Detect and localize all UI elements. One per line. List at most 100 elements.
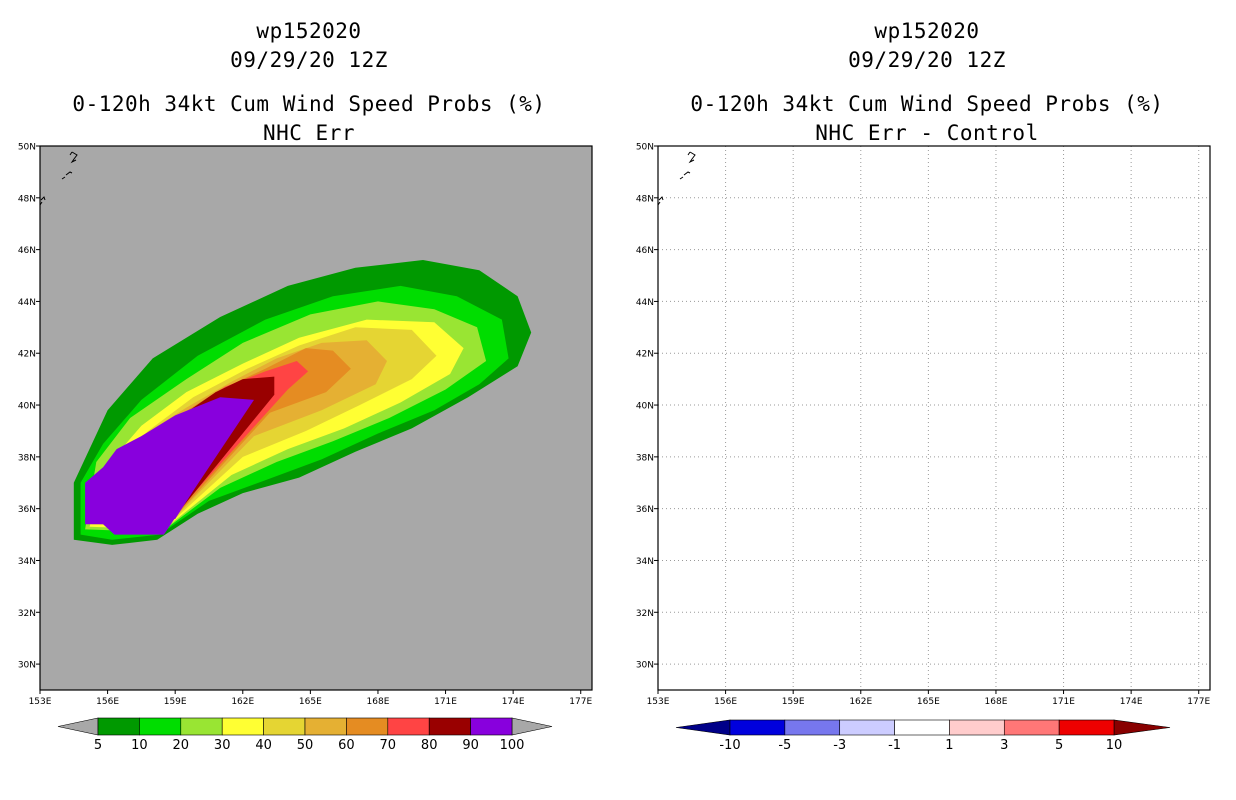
colorbar-label: 80 bbox=[421, 738, 438, 753]
chart-title: 0-120h 34kt Cum Wind Speed Probs (%) bbox=[72, 92, 546, 116]
chart-title: 0-120h 34kt Cum Wind Speed Probs (%) bbox=[690, 92, 1164, 116]
x-tick-label: 168E bbox=[985, 697, 1008, 707]
colorbar-label: -1 bbox=[888, 738, 901, 753]
colorbar-label: -3 bbox=[833, 738, 846, 753]
x-tick-label: 165E bbox=[299, 697, 322, 707]
storm-id: wp152020 bbox=[256, 19, 362, 43]
x-tick-label: 153E bbox=[647, 697, 670, 707]
y-tick-label: 36N bbox=[636, 505, 654, 515]
x-tick-label: 177E bbox=[569, 697, 592, 707]
colorbar-swatch bbox=[221, 717, 264, 736]
colorbar-label: 100 bbox=[500, 738, 525, 753]
colorbar-swatch bbox=[428, 717, 471, 736]
colorbar-swatch bbox=[346, 717, 389, 736]
colorbar-swatch bbox=[729, 719, 786, 736]
x-tick-label: 159E bbox=[782, 697, 805, 707]
colorbar-swatch bbox=[304, 717, 347, 736]
datetime: 09/29/20 12Z bbox=[848, 48, 1006, 72]
y-tick-label: 44N bbox=[636, 298, 654, 308]
y-tick-label: 38N bbox=[18, 453, 36, 463]
x-tick-label: 171E bbox=[1052, 697, 1075, 707]
chart-subtitle: NHC Err bbox=[262, 121, 355, 145]
colorbar-swatch bbox=[470, 717, 513, 736]
colorbar-label: 50 bbox=[297, 738, 314, 753]
colorbar-label: 3 bbox=[1000, 738, 1008, 753]
storm-id: wp152020 bbox=[874, 19, 980, 43]
y-tick-label: 36N bbox=[18, 505, 36, 515]
colorbar-swatch bbox=[1058, 719, 1115, 736]
colorbar-extend-high bbox=[511, 717, 553, 736]
colorbar-extend-high bbox=[1113, 719, 1171, 736]
coastline bbox=[40, 151, 78, 206]
y-tick-label: 32N bbox=[636, 609, 654, 619]
colorbar-label: 90 bbox=[462, 738, 479, 753]
colorbar-label: 30 bbox=[214, 738, 231, 753]
colorbar-label: 70 bbox=[380, 738, 397, 753]
colorbar-extend-low bbox=[57, 717, 99, 736]
x-tick-label: 162E bbox=[231, 697, 254, 707]
colorbar: -10 -5 -3 -1 1 3 5 10 bbox=[675, 719, 1171, 753]
colorbar-label: 60 bbox=[338, 738, 355, 753]
x-tick-label: 171E bbox=[434, 697, 457, 707]
x-tick-label: 156E bbox=[714, 697, 737, 707]
x-tick-label: 165E bbox=[917, 697, 940, 707]
x-tick-label: 174E bbox=[502, 697, 525, 707]
colorbar-label: 5 bbox=[94, 738, 102, 753]
map-chart-right: 153E 156E 159E 162E 165E 168E 171E 174E 177E 30N 3… bbox=[636, 143, 1211, 753]
y-tick-label: 40N bbox=[18, 402, 36, 412]
colorbar-extend-low bbox=[675, 719, 731, 736]
colorbar-label: -10 bbox=[719, 738, 740, 753]
colorbar-label: 20 bbox=[173, 738, 190, 753]
colorbar-swatch bbox=[139, 717, 182, 736]
x-tick-label: 177E bbox=[1187, 697, 1210, 707]
colorbar-label: 40 bbox=[255, 738, 272, 753]
colorbar-swatch bbox=[97, 717, 140, 736]
colorbar-swatch bbox=[839, 719, 895, 736]
colorbar-label: 5 bbox=[1055, 738, 1063, 753]
colorbar-swatch bbox=[784, 719, 841, 736]
y-tick-label: 30N bbox=[18, 661, 36, 671]
y-tick-label: 42N bbox=[18, 350, 36, 360]
map-chart-left: 153E 156E 159E 162E 165E 168E 171E 174E 177E 30N 3… bbox=[18, 143, 593, 753]
y-tick-label: 34N bbox=[636, 557, 654, 567]
y-tick-label: 50N bbox=[18, 143, 36, 153]
panel-nhc-err-control: wp152020 09/29/20 12Z 0-120h 34kt Cum Wi… bbox=[618, 0, 1236, 800]
y-tick-label: 46N bbox=[18, 246, 36, 256]
colorbar-swatch bbox=[263, 717, 306, 736]
colorbar-label: 10 bbox=[1106, 738, 1123, 753]
y-tick-label: 48N bbox=[636, 194, 654, 204]
x-tick-label: 168E bbox=[367, 697, 390, 707]
map-background bbox=[658, 146, 1210, 690]
x-tick-label: 153E bbox=[29, 697, 52, 707]
y-tick-label: 34N bbox=[18, 557, 36, 567]
y-tick-label: 42N bbox=[636, 350, 654, 360]
y-tick-label: 32N bbox=[18, 609, 36, 619]
colorbar-swatch bbox=[949, 719, 1005, 736]
colorbar-swatch bbox=[180, 717, 223, 736]
y-tick-label: 46N bbox=[636, 246, 654, 256]
x-tick-label: 174E bbox=[1120, 697, 1143, 707]
colorbar-swatch bbox=[387, 717, 430, 736]
y-tick-label: 40N bbox=[636, 402, 654, 412]
y-tick-label: 50N bbox=[636, 143, 654, 153]
map-frame bbox=[39, 145, 593, 691]
contour-level-100 bbox=[85, 397, 254, 535]
datetime: 09/29/20 12Z bbox=[230, 48, 388, 72]
chart-subtitle: NHC Err - Control bbox=[815, 121, 1039, 145]
y-tick-label: 38N bbox=[636, 453, 654, 463]
colorbar-label: 1 bbox=[945, 738, 953, 753]
colorbar-swatch bbox=[894, 719, 950, 736]
x-tick-label: 159E bbox=[164, 697, 187, 707]
y-tick-label: 30N bbox=[636, 661, 654, 671]
y-tick-label: 48N bbox=[18, 194, 36, 204]
colorbar-label: 10 bbox=[131, 738, 148, 753]
x-tick-label: 156E bbox=[96, 697, 119, 707]
panel-nhc-err: wp152020 09/29/20 12Z 0-120h 34kt Cum Wi… bbox=[18, 19, 593, 753]
colorbar-swatch bbox=[1003, 719, 1060, 736]
map-frame bbox=[657, 145, 1211, 691]
colorbar-label: -5 bbox=[778, 738, 791, 753]
colorbar: 5 10 20 30 40 50 60 70 80 90 100 bbox=[57, 717, 553, 753]
x-tick-label: 162E bbox=[849, 697, 872, 707]
y-tick-label: 44N bbox=[18, 298, 36, 308]
gridlines bbox=[658, 146, 1210, 690]
